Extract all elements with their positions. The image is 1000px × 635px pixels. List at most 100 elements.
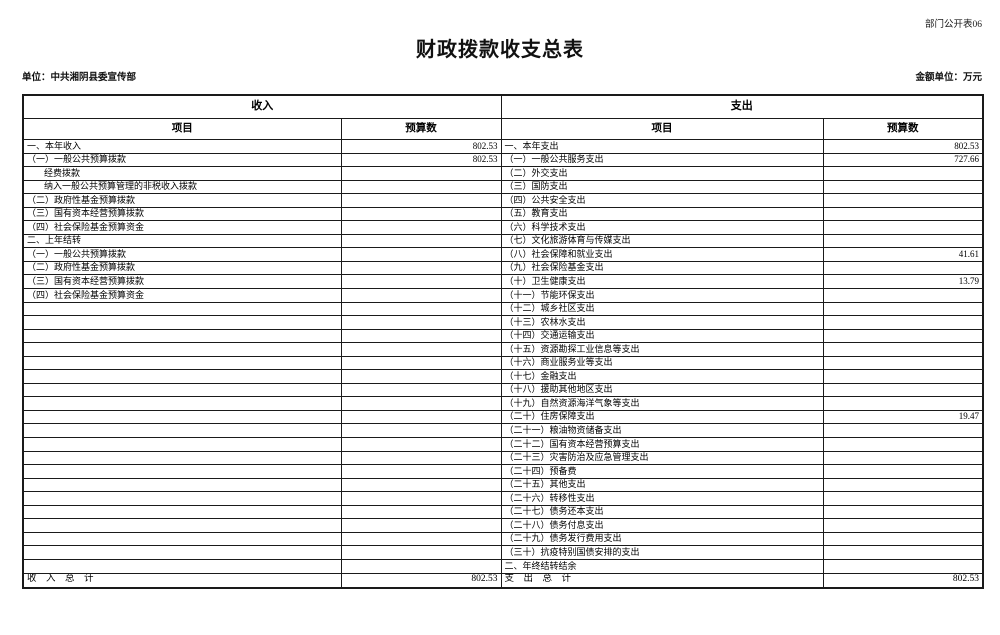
table-row: （二十三）灾害防治及应急管理支出 (22, 450, 984, 466)
income-value-cell (340, 558, 502, 574)
table-row: （十九）自然资源海洋气象等支出 (22, 396, 984, 411)
expense-value-cell (822, 301, 984, 317)
expense-value-cell (822, 193, 984, 208)
table-row: （二）政府性基金预算拨款 （四）公共安全支出 (22, 193, 984, 208)
income-item-cell: （三）国有资本经营预算拨款 (22, 274, 342, 289)
income-value-cell (340, 260, 502, 276)
table-row: （二十八）债务付息支出 (22, 518, 984, 533)
expense-item-cell: （三十）抗疫特别国债安排的支出 (500, 545, 824, 560)
table-row: （二十六）转移性支出 (22, 491, 984, 506)
income-item-cell: 经费拨款 (22, 166, 342, 181)
income-item-cell (22, 558, 342, 574)
income-item-cell (22, 423, 342, 439)
expense-item-cell: （十二）城乡社区支出 (500, 301, 824, 317)
unit-label: 单位：中共湘阴县委宣传部 (22, 72, 137, 83)
income-item-cell (22, 545, 342, 560)
expense-value-cell (822, 477, 984, 493)
income-value-cell (340, 193, 502, 208)
expense-item-cell: 一、本年支出 (500, 139, 824, 154)
expense-value-cell (822, 464, 984, 479)
table-row: （三）国有资本经营预算拨款 （五）教育支出 (22, 206, 984, 222)
expense-item-cell: （九）社会保险基金支出 (500, 260, 824, 276)
income-item-cell (22, 369, 342, 384)
income-value-cell (340, 545, 502, 560)
meta-row: 单位：中共湘阴县委宣传部 金额单位：万元 (22, 69, 982, 83)
expense-value-cell: 727.66 (822, 152, 984, 168)
expense-value-cell (822, 396, 984, 411)
expense-item-cell: （四）公共安全支出 (500, 193, 824, 208)
income-item-cell: （三）国有资本经营预算拨款 (22, 206, 342, 222)
income-item-cell (22, 409, 342, 425)
income-item-cell (22, 477, 342, 493)
expense-item-cell: （二十二）国有资本经营预算支出 (500, 437, 824, 452)
income-value-cell (340, 437, 502, 452)
table-row: （二十七）债务还本支出 (22, 504, 984, 520)
expense-item-cell: （十六）商业服务业等支出 (500, 355, 824, 371)
expense-value-cell (822, 450, 984, 466)
table-row: 二、上年结转 （七）文化旅游体育与传媒支出 (22, 233, 984, 249)
expense-item-cell: （二十三）灾害防治及应急管理支出 (500, 450, 824, 466)
income-value-cell (340, 179, 502, 195)
expense-item-cell: （十九）自然资源海洋气象等支出 (500, 396, 824, 411)
income-value-cell (340, 342, 502, 357)
expense-item-cell: 二、年终结转结余 (500, 558, 824, 574)
income-value-cell (340, 518, 502, 533)
income-value-cell (340, 220, 502, 235)
income-item-cell: （四）社会保险基金预算资金 (22, 220, 342, 235)
income-item-cell: （一）一般公共预算拨款 (22, 152, 342, 168)
income-value-cell (340, 382, 502, 398)
table-row: 纳入一般公共预算管理的非税收入拨款 （三）国防支出 (22, 179, 984, 195)
expense-value-cell (822, 342, 984, 357)
column-header-row: 项目 预算数 项目 预算数 (22, 118, 984, 140)
income-value-cell (340, 328, 502, 344)
expense-item-cell: （二）外交支出 (500, 166, 824, 181)
income-budget-header: 预算数 (340, 118, 502, 140)
income-value-cell: 802.53 (340, 152, 502, 168)
expense-value-cell (822, 220, 984, 235)
expense-item-cell: （二十一）粮油物资储备支出 (500, 423, 824, 439)
section-header-row: 收入 支出 (22, 94, 984, 119)
income-value-cell (340, 423, 502, 439)
table-row: （十三）农林水支出 (22, 315, 984, 330)
expense-value-cell (822, 166, 984, 181)
expense-value-cell: 41.61 (822, 247, 984, 262)
income-value-cell (340, 396, 502, 411)
expense-value-cell: 802.53 (822, 139, 984, 154)
expense-item-cell: （二十五）其他支出 (500, 477, 824, 493)
income-value-cell (340, 369, 502, 384)
expense-item-cell: （十）卫生健康支出 (500, 274, 824, 289)
doc-code-label: 部门公开表06 (924, 20, 982, 30)
expense-item-cell: （二十四）预备费 (500, 464, 824, 479)
income-value-cell (340, 315, 502, 330)
table-body: 一、本年收入 802.53 一、本年支出 802.53 （一）一般公共预算拨款 802.5… (22, 139, 984, 574)
expense-value-cell (822, 179, 984, 195)
income-value-cell (340, 233, 502, 249)
income-item-cell (22, 464, 342, 479)
budget-table: 收入 支出 项目 预算数 项目 预算数 一、本年收入 802.53 一、本年支出 80… (22, 94, 984, 589)
expense-value-cell (822, 355, 984, 371)
income-item-cell (22, 504, 342, 520)
amount-unit-label: 金额单位：万元 (915, 72, 982, 83)
expense-value-cell (822, 233, 984, 249)
expense-item-cell: （二十六）转移性支出 (500, 491, 824, 506)
income-value-cell (340, 531, 502, 547)
income-value-cell (340, 288, 502, 303)
income-value-cell (340, 504, 502, 520)
expense-item-cell: （七）文化旅游体育与传媒支出 (500, 233, 824, 249)
expense-value-cell (822, 531, 984, 547)
expense-item-cell: （二十九）债务发行费用支出 (500, 531, 824, 547)
table-row: （一）一般公共预算拨款 （八）社会保障和就业支出 41.61 (22, 247, 984, 262)
table-row: 经费拨款 （二）外交支出 (22, 166, 984, 181)
expense-value-cell (822, 545, 984, 560)
table-row: 一、本年收入 802.53 一、本年支出 802.53 (22, 139, 984, 154)
income-item-cell (22, 382, 342, 398)
income-total-label: 收 入 总 计 (22, 572, 342, 588)
income-value-cell (340, 477, 502, 493)
income-value-cell (340, 301, 502, 317)
expense-item-cell: （十四）交通运输支出 (500, 328, 824, 344)
table-row: （二十二）国有资本经营预算支出 (22, 437, 984, 452)
expense-total-label: 支 出 总 计 (500, 572, 824, 588)
table-row: （十四）交通运输支出 (22, 328, 984, 344)
table-row: （十五）资源勘探工业信息等支出 (22, 342, 984, 357)
income-item-cell: 一、本年收入 (22, 139, 342, 154)
